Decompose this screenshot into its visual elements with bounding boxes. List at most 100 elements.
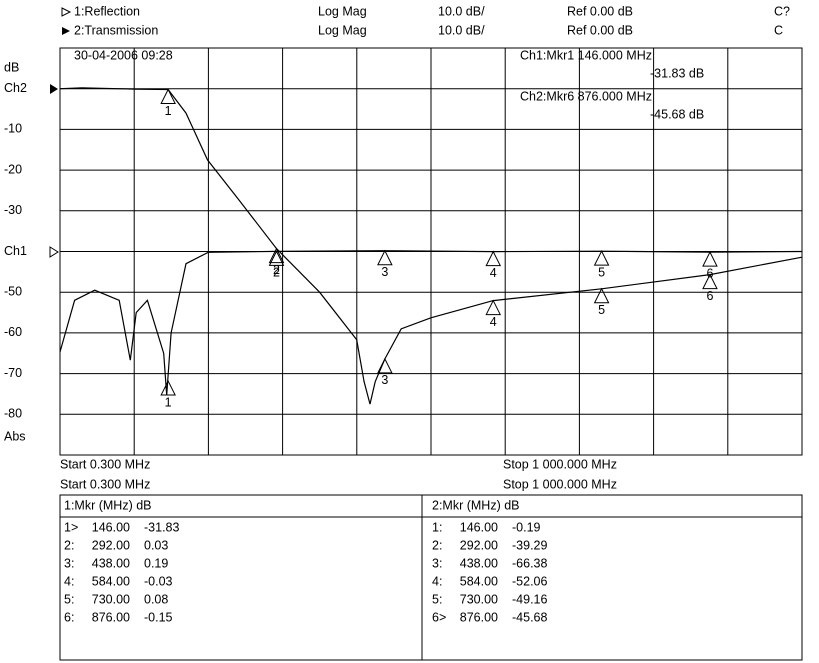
table-cell: 1: [432, 520, 442, 534]
marker-label: 3 [381, 265, 388, 279]
table-cell: 438.00 [92, 556, 130, 570]
marker [593, 287, 610, 304]
table-cell: 0.03 [144, 538, 168, 552]
table-cell: 730.00 [92, 592, 130, 606]
table-cell: 6: [64, 610, 74, 624]
trace [59, 250, 803, 396]
y-tick-label: -20 [4, 162, 22, 176]
table-cell: 438.00 [460, 556, 498, 570]
header-text: 10.0 dB/ [438, 4, 485, 18]
y-tick-label: -10 [4, 122, 22, 136]
marker-label: 5 [598, 303, 605, 317]
table-cell: 146.00 [460, 520, 498, 534]
trace [59, 87, 803, 405]
marker-label: 3 [381, 373, 388, 387]
table-cell: 292.00 [92, 538, 130, 552]
table-cell: 584.00 [92, 574, 130, 588]
table-cell: 2: [432, 538, 442, 552]
y-tick-label: -60 [4, 325, 22, 339]
y-tick-label: -50 [4, 284, 22, 298]
table-cell: 3: [432, 556, 442, 570]
readout: -31.83 dB [650, 66, 704, 80]
marker [485, 299, 502, 316]
y-tick-label: -30 [4, 203, 22, 217]
marker-label: 2 [273, 266, 280, 280]
start-label: Start 0.300 MHz [60, 477, 150, 491]
marker [160, 379, 176, 396]
table-cell: 584.00 [460, 574, 498, 588]
y-unit: dB [4, 60, 19, 74]
readout: -45.68 dB [650, 107, 704, 121]
table-cell: -0.19 [512, 520, 541, 534]
table-cell: -66.38 [512, 556, 547, 570]
table-cell: 4: [432, 574, 442, 588]
table-cell: 0.19 [144, 556, 168, 570]
marker-label: 4 [490, 266, 497, 280]
marker-label: 1 [165, 104, 172, 118]
ch2-ref-icon [50, 84, 58, 94]
header-text: Ref 0.00 dB [567, 4, 633, 18]
marker-label: 4 [490, 315, 497, 329]
table-cell: 876.00 [92, 610, 130, 624]
header-text: Ref 0.00 dB [567, 23, 633, 37]
table-cell: 876.00 [460, 610, 498, 624]
table-cell: 3: [64, 556, 74, 570]
marker [702, 250, 718, 267]
marker [485, 250, 502, 267]
table-cell: -39.29 [512, 538, 547, 552]
table-cell: 0.08 [144, 592, 168, 606]
table-cell: 6> [432, 610, 446, 624]
header-text: Log Mag [318, 23, 367, 37]
ch1-ref-icon [49, 246, 59, 258]
table-cell: 730.00 [460, 592, 498, 606]
table-frame [59, 494, 803, 661]
table-cell: 5: [432, 592, 442, 606]
readout: Ch1:Mkr1 146.000 MHz [520, 48, 652, 62]
marker-label: 6 [706, 289, 713, 303]
marker [160, 88, 176, 104]
readout: Ch2:Mkr6 876.000 MHz [520, 89, 652, 103]
marker [377, 249, 393, 266]
marker-label: 6 [706, 266, 713, 280]
header-text: 2:Transmission [74, 23, 158, 37]
header-text: C? [774, 4, 790, 18]
header-text: 1:Reflection [74, 4, 140, 18]
marker [702, 273, 718, 290]
marker [377, 357, 393, 374]
table-cell: -0.15 [144, 610, 173, 624]
marker [268, 250, 285, 266]
y2-tick-label: Ch1 [4, 244, 27, 258]
header-text: C [774, 23, 783, 37]
table-cell: 4: [64, 574, 74, 588]
header-text: 10.0 dB/ [438, 23, 485, 37]
table-header: 1:Mkr (MHz) dB [64, 498, 152, 512]
timestamp: 30-04-2006 09:28 [74, 48, 173, 62]
table-cell: -45.68 [512, 610, 547, 624]
y-tick-label: -70 [4, 366, 22, 380]
table-cell: -0.03 [144, 574, 173, 588]
stop-label: Stop 1 000.000 MHz [503, 457, 617, 471]
marker [268, 247, 285, 264]
ch2-icon [62, 27, 70, 35]
table-cell: -31.83 [144, 520, 179, 534]
table-cell: -49.16 [512, 592, 547, 606]
table-cell: 292.00 [460, 538, 498, 552]
table-cell: 1> [64, 520, 78, 534]
y-tick-label: Ch2 [4, 81, 27, 95]
header-text: Log Mag [318, 4, 367, 18]
table-cell: 2: [64, 538, 74, 552]
marker-label: 1 [165, 395, 172, 409]
table-cell: -52.06 [512, 574, 547, 588]
y-tick-label: -80 [4, 407, 22, 421]
table-cell: 146.00 [92, 520, 130, 534]
table-header: 2:Mkr (MHz) dB [432, 498, 520, 512]
marker-label: 5 [598, 265, 605, 279]
ch1-icon [61, 7, 72, 17]
marker-label: 2 [273, 263, 280, 277]
y-scale-label: Abs [4, 429, 26, 443]
marker [593, 250, 610, 266]
start-label: Start 0.300 MHz [60, 457, 150, 471]
stop-label: Stop 1 000.000 MHz [503, 477, 617, 491]
